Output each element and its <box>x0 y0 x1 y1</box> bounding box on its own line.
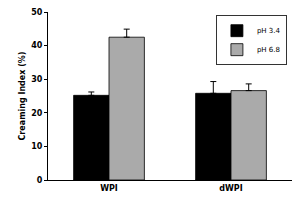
svg-text:pH 6.8: pH 6.8 <box>257 46 280 54</box>
svg-text:20: 20 <box>31 109 43 118</box>
svg-text:Creaming Index (%): Creaming Index (%) <box>18 51 27 140</box>
svg-text:dWPI: dWPI <box>219 184 242 193</box>
svg-text:30: 30 <box>31 75 43 84</box>
svg-text:0: 0 <box>37 176 43 185</box>
svg-text:pH 3.4: pH 3.4 <box>257 27 281 35</box>
svg-text:WPI: WPI <box>100 184 118 193</box>
svg-text:50: 50 <box>31 8 43 17</box>
svg-text:10: 10 <box>31 142 43 151</box>
svg-text:40: 40 <box>31 41 43 50</box>
